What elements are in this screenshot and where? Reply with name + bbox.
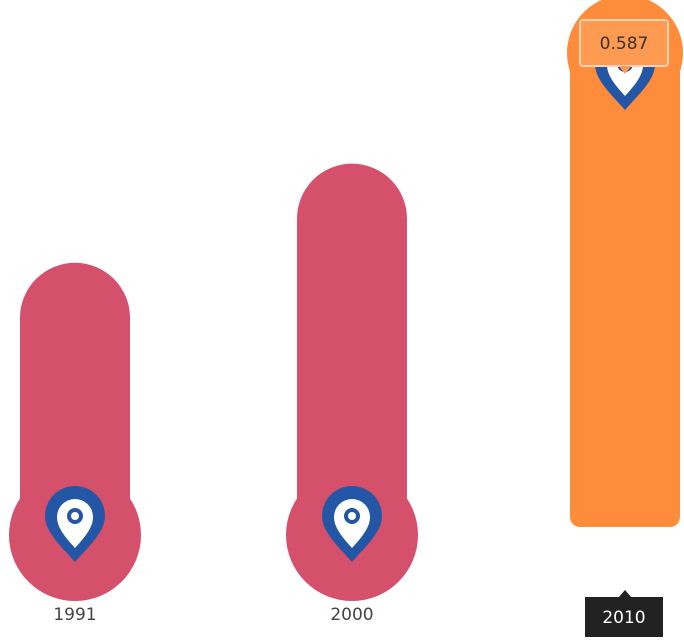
- x-label-pointer: [618, 590, 632, 598]
- x-tick-label: 1991: [53, 605, 96, 625]
- pin-icon: [322, 486, 382, 562]
- x-tick-label: 2000: [330, 605, 373, 625]
- pin-dot: [348, 512, 356, 520]
- pin-icon: [45, 486, 105, 562]
- tooltip-pointer: [619, 66, 631, 74]
- x-tick-label: 2010: [602, 608, 645, 628]
- pin-dot: [71, 512, 79, 520]
- x-label-box: [585, 597, 663, 637]
- data-label: 0.587: [600, 34, 649, 54]
- bar: [570, 48, 680, 527]
